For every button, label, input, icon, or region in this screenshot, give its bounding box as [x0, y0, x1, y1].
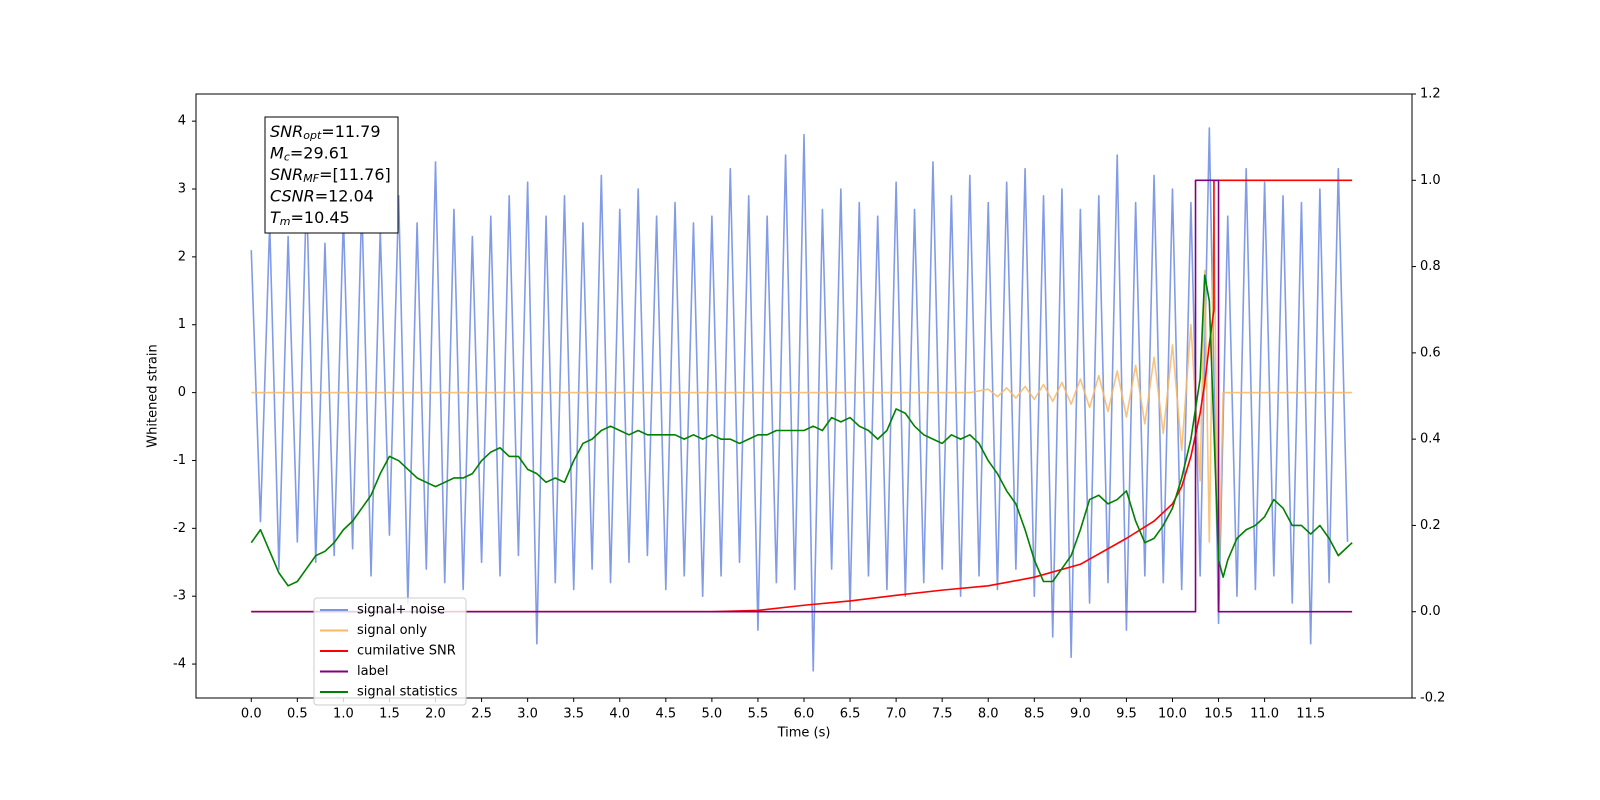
- y2-tick-label: -0.2: [1420, 691, 1445, 706]
- x-tick-label: 8.5: [1024, 707, 1045, 722]
- x-tick-label: 2.0: [425, 707, 446, 722]
- annotation-symbol: SNR: [270, 122, 303, 141]
- y-tick-label: -2: [173, 521, 186, 536]
- y2-tick-label: 0.4: [1420, 432, 1441, 447]
- x-tick-label: 5.0: [702, 707, 723, 722]
- x-tick-label: 8.0: [978, 707, 999, 722]
- legend-box: [313, 597, 467, 706]
- x-tick-label: 7.5: [932, 707, 953, 722]
- x-tick-label: 11.0: [1250, 707, 1279, 722]
- y-tick-label: 0: [178, 385, 186, 400]
- x-tick-label: 11.5: [1296, 707, 1325, 722]
- x-tick-label: 1.5: [379, 707, 400, 722]
- y-tick-label: -4: [173, 657, 186, 672]
- legend-label: signal statistics: [357, 685, 458, 700]
- annotation-value: =10.45: [291, 208, 350, 227]
- x-tick-label: 10.5: [1204, 707, 1233, 722]
- y-tick-label: 4: [178, 114, 186, 129]
- legend-label: cumilative SNR: [357, 644, 456, 659]
- annotation-symbol: SNR: [270, 165, 303, 184]
- x-tick-label: 9.0: [1070, 707, 1091, 722]
- x-tick-label: 0.5: [287, 707, 308, 722]
- x-tick-label: 6.5: [840, 707, 861, 722]
- annotation-subscript: c: [284, 151, 290, 164]
- x-tick-label: 4.0: [609, 707, 630, 722]
- y2-tick-label: 0.6: [1420, 345, 1441, 360]
- annotation-subscript: opt: [303, 129, 322, 142]
- x-tick-label: 5.5: [748, 707, 769, 722]
- x-tick-label: 4.5: [655, 707, 676, 722]
- annotation-subscript: MF: [303, 172, 319, 185]
- annotation-line: SNRopt=11.79: [270, 122, 381, 143]
- annotation-symbol: M: [270, 143, 284, 162]
- annotation-subscript: m: [280, 215, 291, 228]
- annotation-value: =11.79: [321, 122, 380, 141]
- legend-label: label: [357, 664, 388, 679]
- annotation-value: =29.61: [290, 143, 349, 162]
- x-tick-label: 3.0: [517, 707, 538, 722]
- y2-tick-label: 0.8: [1420, 259, 1441, 274]
- series-line: [251, 179, 1353, 613]
- x-tick-label: 3.5: [563, 707, 584, 722]
- annotation-box: [264, 116, 399, 234]
- y-tick-label: 3: [178, 182, 186, 197]
- y-tick-label: -3: [173, 589, 186, 604]
- y-tick-label: 1: [178, 317, 186, 332]
- y-tick-label: 2: [178, 249, 186, 264]
- x-tick-label: 9.5: [1116, 707, 1137, 722]
- x-tick-label: 6.0: [794, 707, 815, 722]
- legend-label: signal+ noise: [357, 603, 445, 618]
- x-tick-label: 10.0: [1158, 707, 1187, 722]
- annotation-symbol: CSNR: [270, 186, 315, 205]
- series-line: [250, 274, 1353, 587]
- y2-tick-label: 1.0: [1420, 173, 1441, 188]
- y2-tick-label: 0.0: [1420, 604, 1441, 619]
- annotation-symbol: T: [270, 208, 281, 227]
- x-axis-label: Time (s): [777, 726, 831, 741]
- x-tick-label: 0.0: [241, 707, 262, 722]
- y2-tick-label: 1.2: [1420, 87, 1441, 102]
- y-tick-label: -1: [173, 453, 186, 468]
- x-tick-label: 1.0: [333, 707, 354, 722]
- annotation-line: Tm=10.45: [270, 208, 350, 229]
- plot-frame: [195, 93, 1413, 699]
- annotation-line: CSNR=12.04: [270, 186, 374, 205]
- series-line: [251, 179, 1353, 613]
- legend-label: signal only: [357, 623, 427, 638]
- series-line: [250, 127, 1349, 672]
- annotation-value: =[11.76]: [319, 165, 391, 184]
- y2-tick-label: 0.2: [1420, 518, 1441, 533]
- x-tick-label: 7.0: [886, 707, 907, 722]
- x-tick-label: 2.5: [471, 707, 492, 722]
- y-axis-label: Whitened strain: [146, 344, 161, 447]
- annotation-value: =12.04: [315, 186, 374, 205]
- annotation-line: Mc=29.61: [270, 143, 349, 164]
- annotation-line: SNRMF=[11.76]: [270, 165, 391, 186]
